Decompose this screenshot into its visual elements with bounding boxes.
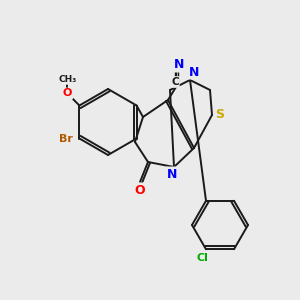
Text: Br: Br	[59, 134, 74, 143]
Text: N: N	[189, 65, 199, 79]
Text: CH₃: CH₃	[58, 75, 76, 84]
Text: S: S	[215, 109, 224, 122]
Text: N: N	[167, 167, 177, 181]
Text: N: N	[174, 58, 184, 71]
Text: O: O	[135, 184, 145, 196]
Text: Cl: Cl	[196, 253, 208, 263]
Text: C: C	[171, 77, 179, 87]
Text: O: O	[63, 88, 72, 98]
